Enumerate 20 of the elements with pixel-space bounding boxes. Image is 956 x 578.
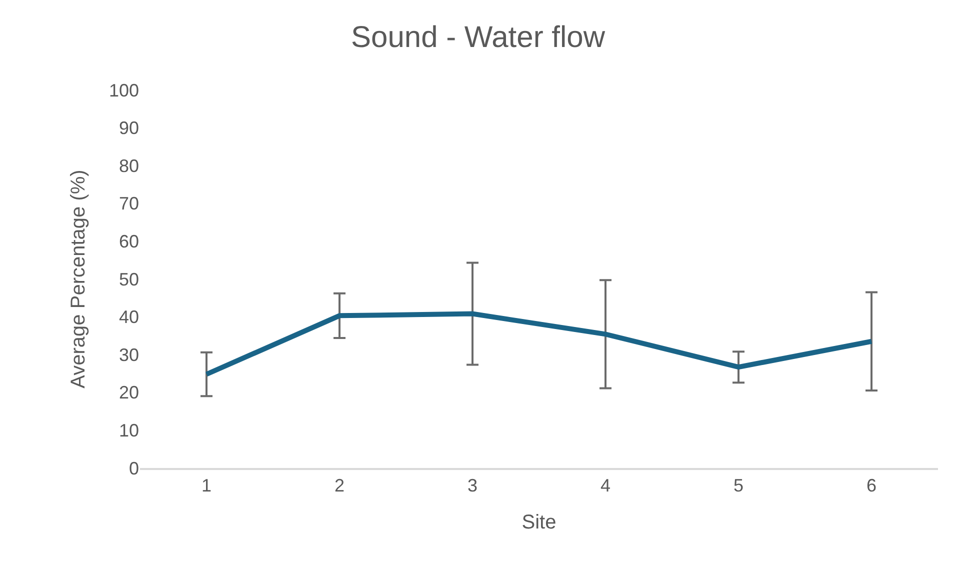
y-tick-label: 0 bbox=[128, 458, 139, 478]
x-axis-title: Site bbox=[522, 512, 556, 534]
y-tick-label: 90 bbox=[118, 118, 139, 138]
x-tick-label: 4 bbox=[600, 476, 611, 496]
y-tick-label: 50 bbox=[118, 269, 139, 290]
y-tick-label: 30 bbox=[118, 344, 139, 365]
x-tick-label: 3 bbox=[467, 476, 478, 496]
y-tick-label: 80 bbox=[118, 156, 139, 176]
x-tick-label: 6 bbox=[866, 476, 877, 496]
y-tick-label: 20 bbox=[118, 382, 139, 403]
y-tick-label: 60 bbox=[118, 232, 139, 252]
y-axis-title: Average Percentage (%) bbox=[67, 170, 90, 388]
x-tick-label: 5 bbox=[733, 476, 744, 496]
y-tick-label: 10 bbox=[118, 420, 139, 440]
x-tick-label: 1 bbox=[201, 476, 212, 496]
chart-title: Sound - Water flow bbox=[351, 21, 606, 54]
x-tick-label: 2 bbox=[334, 476, 345, 496]
y-tick-label: 100 bbox=[108, 80, 139, 100]
y-tick-label: 70 bbox=[118, 194, 139, 214]
y-tick-label: 40 bbox=[118, 307, 139, 328]
